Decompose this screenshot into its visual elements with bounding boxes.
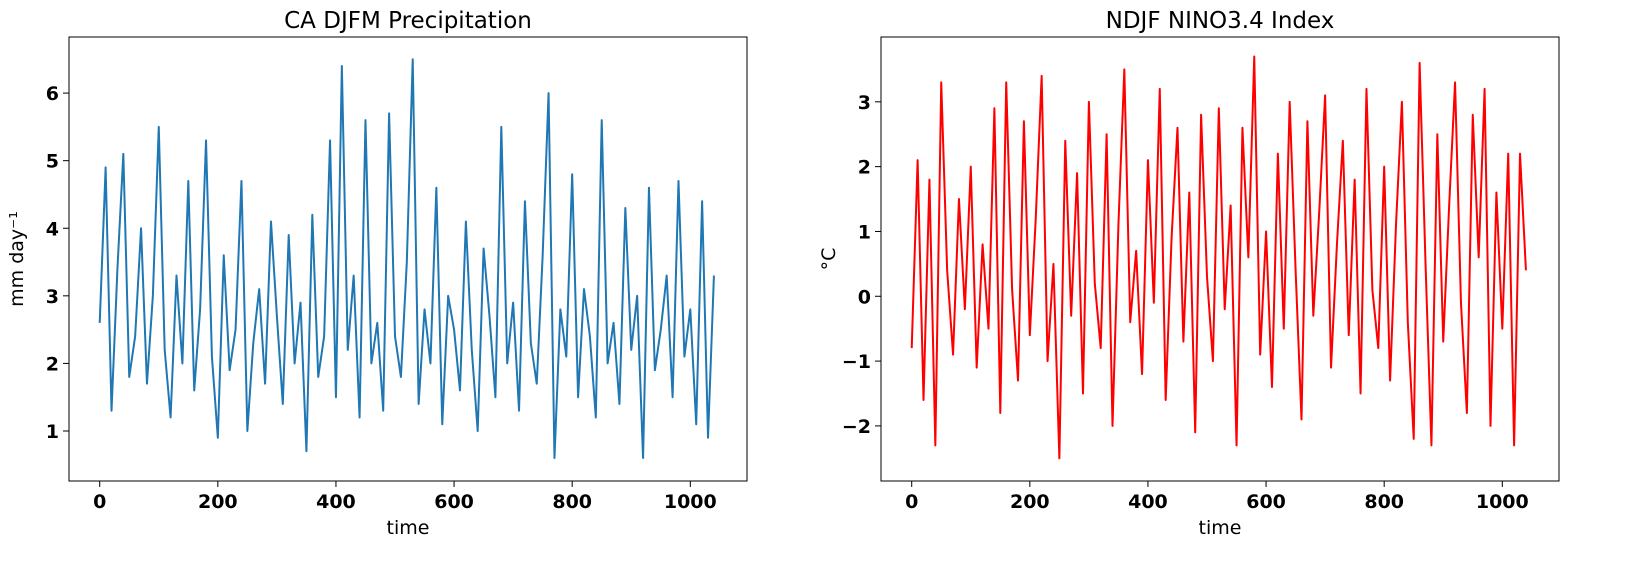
y-tick-label: 3 <box>46 286 59 308</box>
axes: NDJF NINO3.4 Index time °C 0 200 400 600 800 100… <box>818 8 1560 539</box>
y-axis-label: °C <box>818 248 840 271</box>
x-tick-label: 0 <box>93 491 106 513</box>
y-axis-label: mm day⁻¹ <box>6 211 28 307</box>
y-tick-label: 1 <box>858 221 871 243</box>
axes-frame <box>68 36 748 482</box>
x-axis-label: time <box>387 517 430 539</box>
y-tick-label: 0 <box>858 286 871 308</box>
data-line <box>98 58 715 460</box>
x-tick-label: 400 <box>1128 491 1168 513</box>
chart-title: CA DJFM Precipitation <box>284 8 532 34</box>
y-tick-label: 4 <box>46 218 59 240</box>
axes: CA DJFM Precipitation time mm day⁻¹ 0 200 400… <box>6 8 748 539</box>
x-tick-label: 1000 <box>1476 491 1529 513</box>
x-tick-label: 0 <box>905 491 918 513</box>
y-tick-label: −1 <box>842 351 871 373</box>
x-tick-label: 400 <box>316 491 356 513</box>
x-tick-label: 1000 <box>664 491 717 513</box>
y-tick-label: 6 <box>46 83 59 105</box>
y-tick-label: 2 <box>858 157 871 179</box>
data-line <box>910 55 1527 460</box>
x-tick-label: 800 <box>552 491 592 513</box>
y-tick-label: 3 <box>858 92 871 114</box>
y-tick-label: 2 <box>46 353 59 375</box>
y-tick-label: −2 <box>842 416 871 438</box>
x-tick-label: 200 <box>1010 491 1050 513</box>
chart-title: NDJF NINO3.4 Index <box>1106 8 1335 34</box>
axes-frame <box>880 36 1560 482</box>
x-tick-label: 200 <box>198 491 238 513</box>
y-tick-label: 1 <box>46 421 59 443</box>
x-tick-label: 600 <box>1246 491 1286 513</box>
x-tick-label: 600 <box>434 491 474 513</box>
x-axis-label: time <box>1199 517 1242 539</box>
x-tick-label: 800 <box>1364 491 1404 513</box>
y-tick-label: 5 <box>46 151 59 173</box>
